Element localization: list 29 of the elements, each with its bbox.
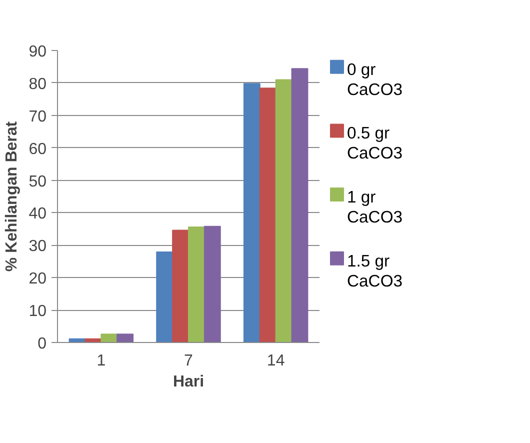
bar [156,251,174,342]
bar [291,68,308,342]
y-tick-label: 0 [38,336,47,352]
legend-label: 1.5 gr CaCO3 [347,251,403,290]
y-tick-label: 20 [28,270,47,288]
bar [100,334,118,342]
bar [275,79,292,342]
y-axis-title: % Kehilangan Berat [4,120,21,272]
bar [243,83,260,342]
bar [259,88,276,342]
y-tick-label: 40 [28,206,47,223]
legend-label: 1 gr CaCO3 [347,188,403,226]
y-tick-label: 60 [28,140,47,158]
bar [204,226,221,342]
bar [188,226,205,342]
y-tick-label: 90 [28,44,47,60]
legend-label: 0 gr CaCO3 [347,60,403,99]
y-tick-label: 30 [28,238,47,256]
y-tick-label: 50 [28,173,47,190]
y-tick-label: 70 [28,108,47,126]
bar [172,230,189,342]
y-tick-label: 80 [28,76,47,93]
bar [116,334,134,342]
legend-label: 0.5 gr CaCO3 [347,124,403,163]
y-tick-label: 10 [28,303,47,320]
x-tick-label: 14 [266,352,285,370]
x-axis-title: Hari [172,374,204,390]
x-tick-label: 7 [184,352,194,370]
x-tick-label: 1 [96,352,106,370]
